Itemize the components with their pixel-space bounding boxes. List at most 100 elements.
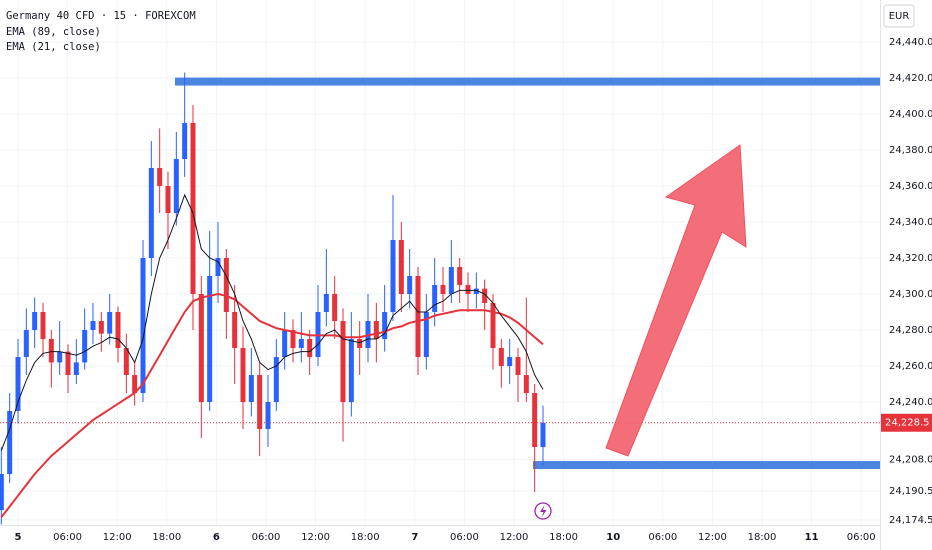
candle-body [332,294,338,322]
candle-body [498,348,504,367]
x-tick-label: 12:00 [500,532,529,543]
candle-body [98,321,104,334]
candle-body [123,348,129,376]
candle-body [207,276,213,403]
x-tick-label: 12:00 [103,532,132,543]
x-tick-label: 12:00 [301,532,330,543]
candle-body [215,257,221,277]
x-tick-label: 06:00 [450,532,479,543]
y-tick-label: 24,300.0 [889,289,932,300]
event-bolt [540,505,547,517]
x-tick-label: 06:00 [648,532,677,543]
y-tick-label: 24,320.0 [889,253,932,264]
x-tick-label: 06:00 [252,532,281,543]
candle-body [32,312,38,331]
ema-line [0,193,544,451]
candle-body [115,312,121,349]
price-label: 24,228.5 [885,418,930,429]
x-tick-label: 5 [15,532,22,543]
x-tick-label: 10 [606,532,620,543]
y-tick-label: 24,380.0 [889,145,932,156]
candle-body [23,330,29,358]
chart-title: Germany 40 CFD · 15 · FOREXCOM [6,10,196,22]
x-tick-label: 06:00 [847,532,876,543]
x-tick-label: 18:00 [748,532,777,543]
ema-line [0,292,544,518]
candle-body [57,351,63,363]
candle-body [132,375,138,394]
candle-body [0,474,4,511]
y-tick-label: 24,240.0 [889,397,932,408]
candle-body [82,330,88,363]
candle-body [398,239,404,295]
candle-body [90,321,96,331]
candle-body [407,276,413,295]
candle-body [248,375,254,403]
candle-body [357,339,363,349]
candle-body [140,257,146,394]
x-tick-label: 6 [213,532,220,543]
candle-body [257,375,263,430]
y-tick-label: 24,360.0 [889,181,932,192]
candle-body [148,167,154,258]
y-tick-label: 24,280.0 [889,325,932,336]
candle-body [107,312,113,334]
candle-body [390,239,396,313]
currency: EUR [889,11,910,22]
candle-body [48,339,54,363]
candle-body [490,303,496,349]
candle-body [65,351,71,376]
candle-body [423,312,429,358]
x-tick-label: 18:00 [549,532,578,543]
candle-body [448,267,454,295]
candle-body [457,267,463,286]
candle-body [298,339,304,349]
candle-body [540,422,546,448]
y-tick-label: 24,440.0 [889,37,932,48]
x-tick-label: 11 [805,532,819,543]
candle-body [323,294,329,313]
currency-box[interactable] [883,4,915,28]
candle-body [7,411,13,475]
plot [0,72,880,525]
y-tick-label: 24,400.0 [889,109,932,120]
candle-body [165,185,171,213]
grid [0,0,880,525]
candle-body [373,321,379,340]
indicator-label: EMA (89, close) [6,26,101,38]
level-line [533,461,880,470]
candle-body [532,393,538,448]
candle-body [265,402,271,430]
candle-body [523,375,529,394]
y-tick-label: 24,174.5 [889,515,932,526]
candle-body [440,285,446,295]
y-tick-label: 24,260.0 [889,361,932,372]
x-tick-label: 18:00 [351,532,380,543]
candle-body [223,257,229,313]
candle-body [232,312,238,349]
x-tick-label: 12:00 [698,532,727,543]
candle-body [157,167,163,186]
candle-body [507,357,513,367]
candle-body [282,330,288,358]
indicator-label: EMA (21, close) [6,41,101,53]
candle-body [415,276,421,358]
level-line [175,77,880,86]
candle-body [348,339,354,403]
price-label-box [881,413,932,432]
candle-body [15,357,21,412]
arrow-annotation [605,144,747,457]
candle-body [340,321,346,403]
y-tick-label: 24,190.5 [889,486,932,497]
candle-body [182,122,188,159]
candle-body [198,294,204,403]
x-tick-label: 06:00 [53,532,82,543]
x-tick-label: 18:00 [152,532,181,543]
candle-body [473,288,479,295]
candle-body [307,339,313,358]
candle-body [432,285,438,313]
y-tick-label: 24,420.0 [889,73,932,84]
candle-body [273,357,279,403]
